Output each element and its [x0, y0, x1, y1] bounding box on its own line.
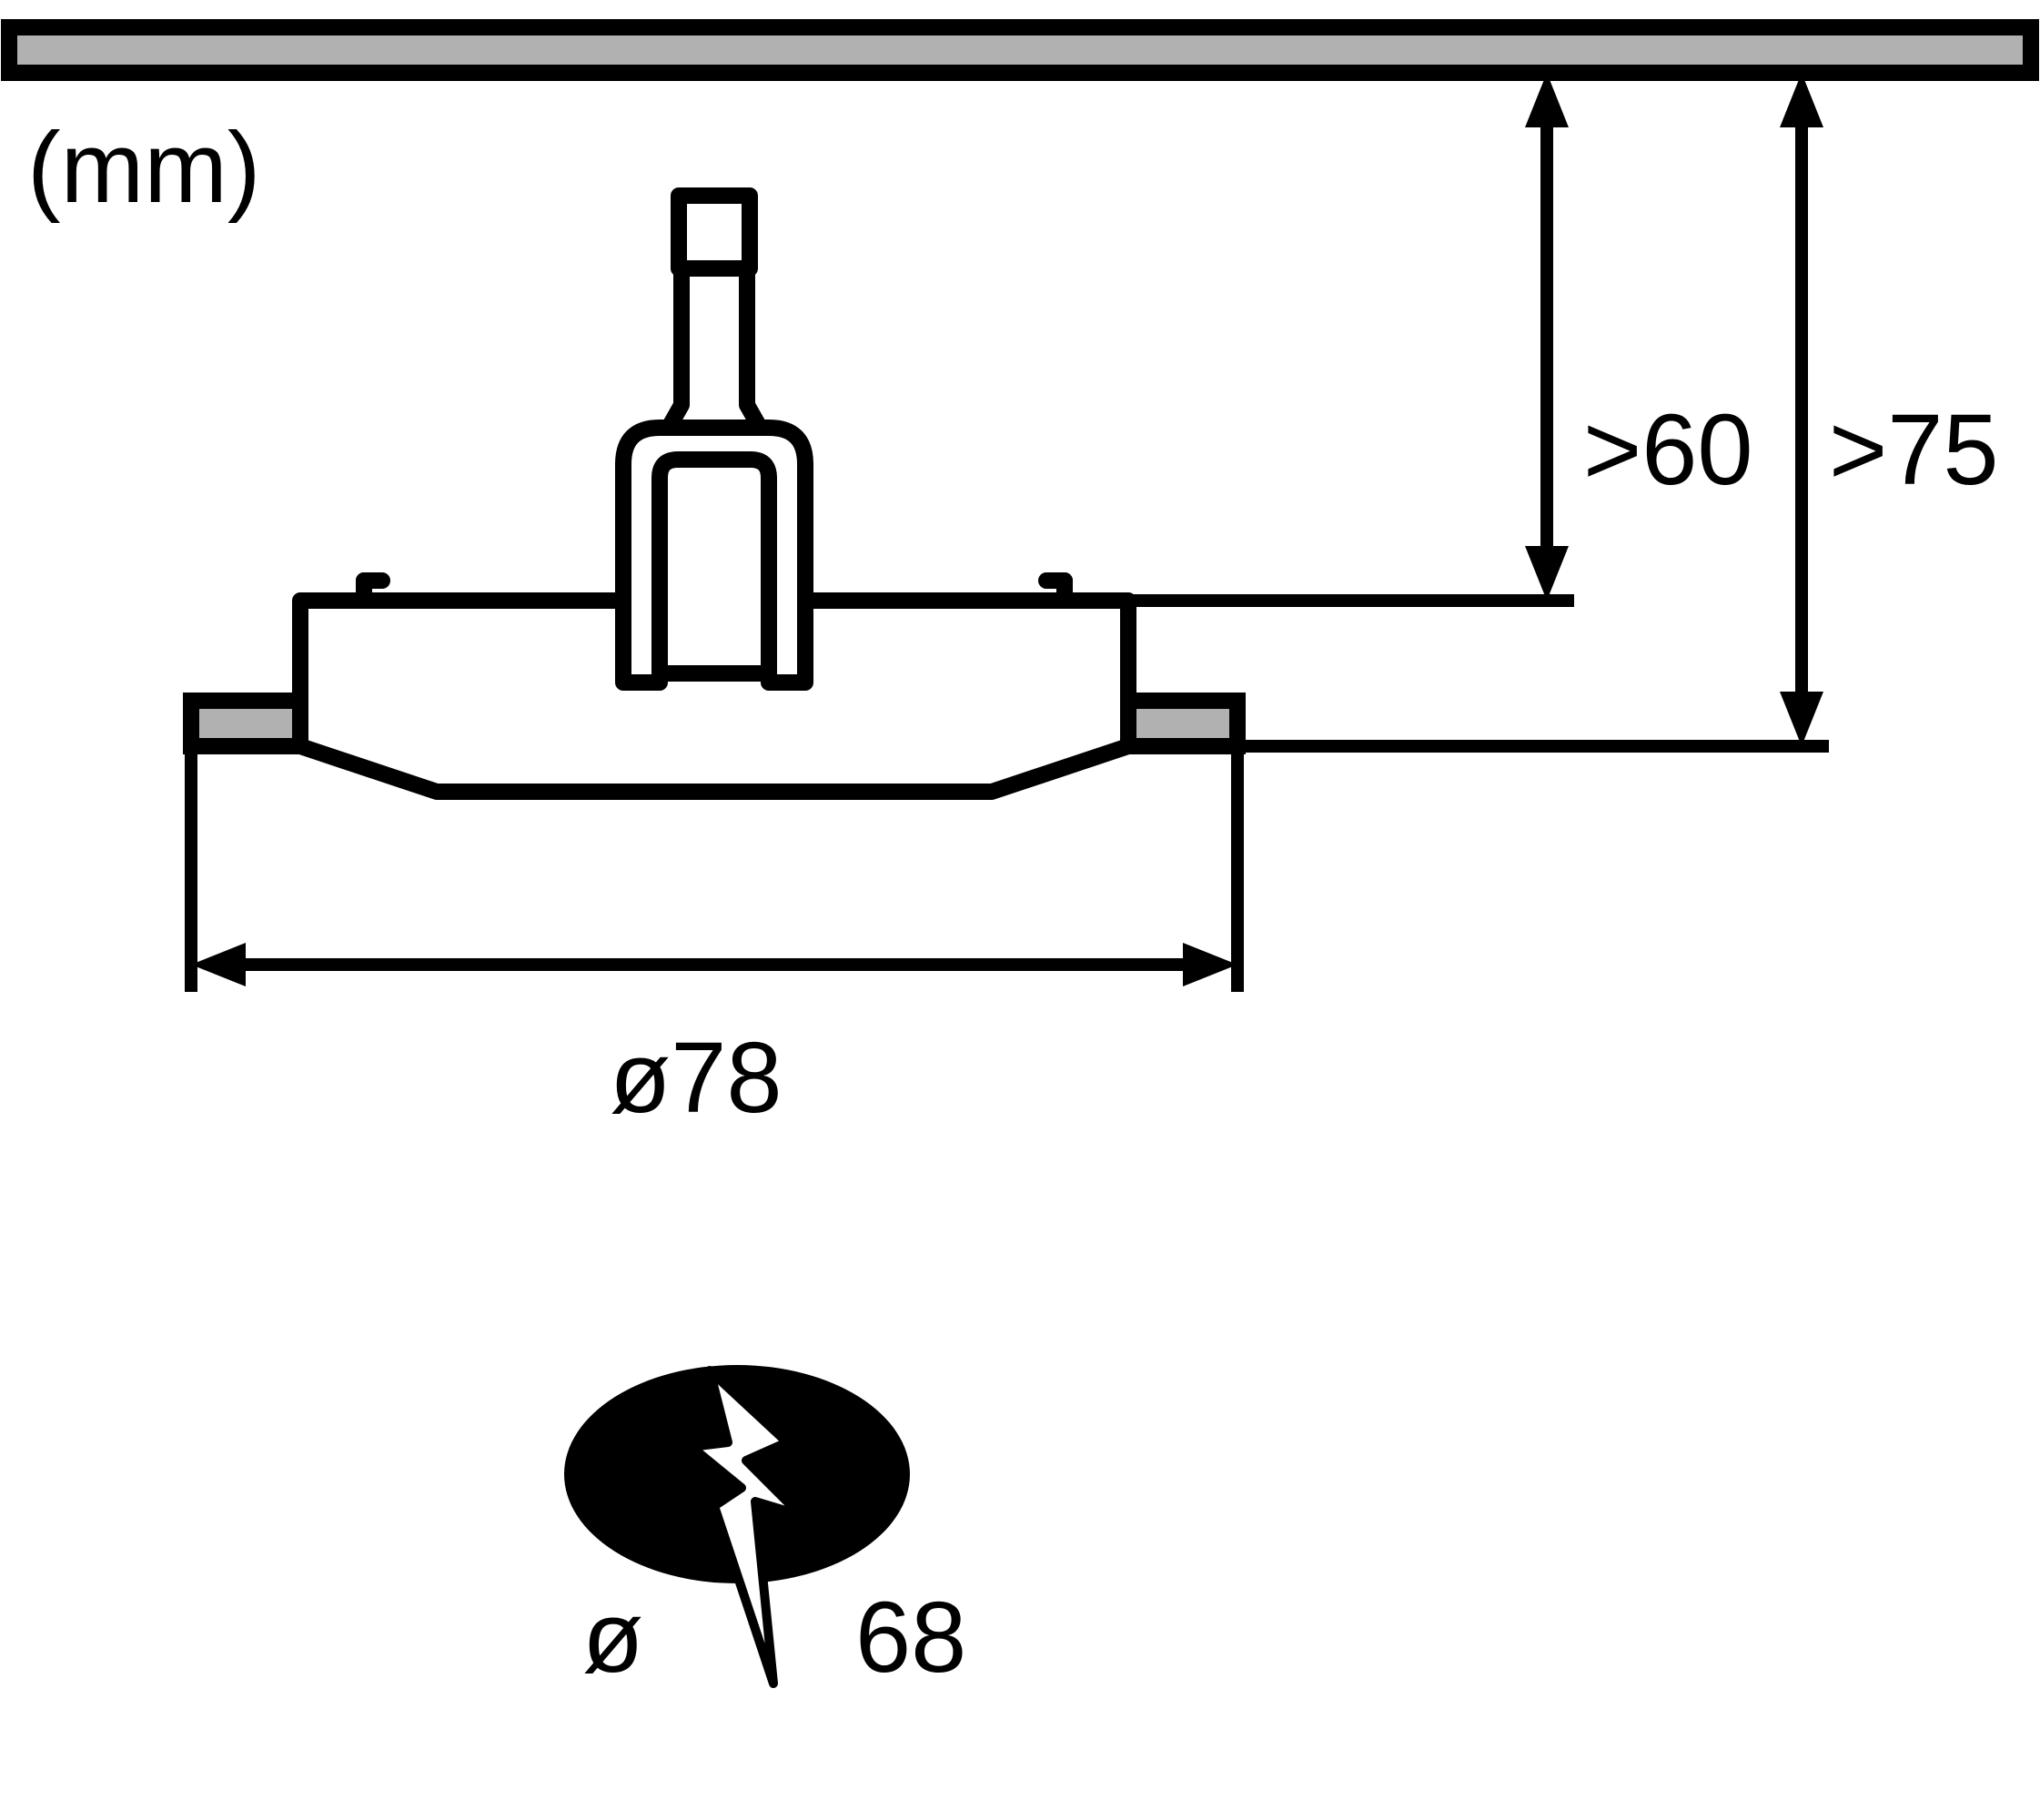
cutout-diameter-value: 68	[855, 1588, 966, 1688]
dim-height-inner-label: >60	[1583, 400, 1753, 500]
technical-drawing: (mm) >60 >75 ø78 ø 68	[0, 0, 2040, 1820]
unit-label: (mm)	[27, 118, 261, 218]
cutout-diameter-symbol: ø	[582, 1588, 643, 1688]
dim-diameter-outer-label: ø78	[610, 1028, 783, 1128]
dim-height-total-label: >75	[1829, 400, 1999, 500]
drawing-svg	[0, 0, 2040, 1820]
